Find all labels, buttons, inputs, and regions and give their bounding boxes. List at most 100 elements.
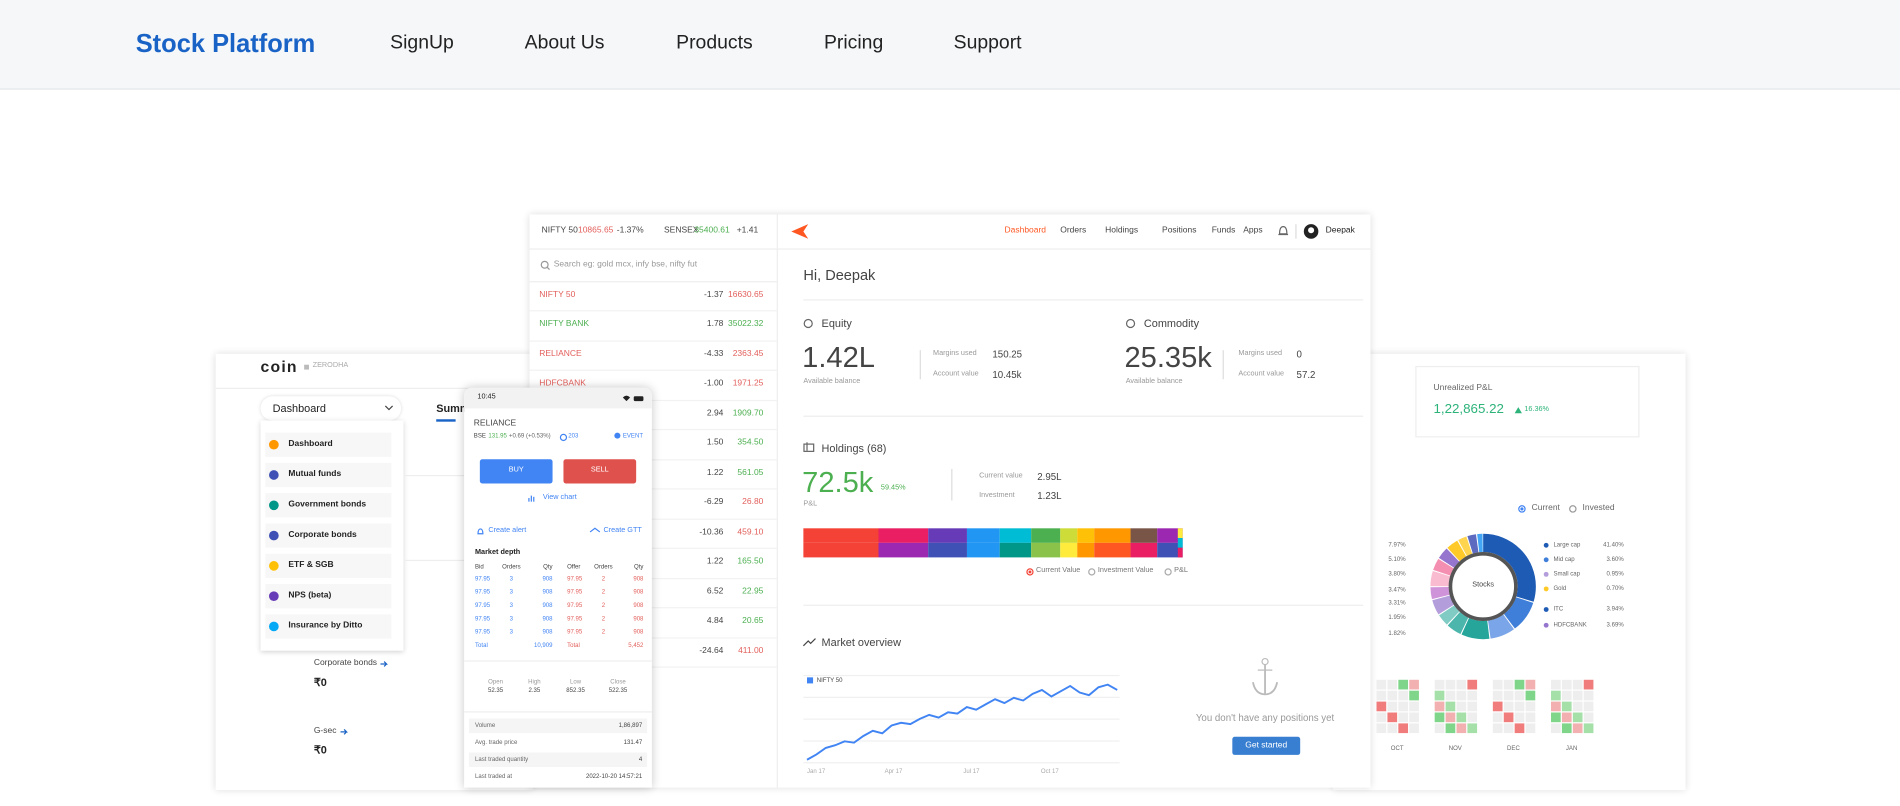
text[interactable]: Corporate bonds (288, 530, 357, 539)
text: 25.35k (1124, 341, 1212, 374)
text: Hi, Deepak (803, 266, 876, 284)
heat-cell (1445, 690, 1455, 700)
text[interactable]: Insurance by Ditto (288, 621, 363, 630)
buy-button[interactable] (479, 459, 553, 484)
menu-item[interactable] (265, 523, 392, 548)
button[interactable] (1232, 736, 1301, 755)
nav-link[interactable]: Products (676, 32, 753, 54)
menu-item[interactable] (265, 462, 392, 488)
heat-cell (1434, 712, 1444, 722)
heat-cell (1398, 679, 1408, 689)
heat-cell (1409, 690, 1419, 700)
text: 4.84 (706, 617, 724, 626)
text[interactable]: Create GTT (603, 527, 642, 535)
bell-icon (1278, 225, 1289, 236)
text: -1.00 (704, 379, 724, 389)
text[interactable]: SELL (590, 466, 609, 475)
divider (529, 607, 777, 609)
menu-item[interactable] (265, 493, 392, 518)
menu-item[interactable] (265, 614, 392, 639)
text: Account value (933, 371, 979, 379)
text[interactable]: Government bonds (288, 500, 367, 509)
legend-dot (1543, 557, 1549, 563)
text: 5,452 (628, 642, 644, 650)
divider (919, 350, 921, 380)
text: Offer (567, 563, 581, 571)
line (806, 683, 1118, 761)
text: ITC (1553, 605, 1564, 614)
divider (529, 369, 777, 371)
heat-cell (1376, 690, 1386, 700)
text[interactable]: NPS (beta) (288, 591, 332, 600)
grid-line (803, 696, 1120, 698)
menu-item[interactable]: Apps (1243, 226, 1263, 235)
text: 10.45k (992, 369, 1022, 381)
text: 3 (509, 615, 514, 623)
text: 16630.65 (728, 290, 764, 300)
text: 908 (633, 575, 644, 583)
text: +0.69 (+0.53%) (508, 432, 551, 440)
divider (529, 488, 777, 490)
text: 908 (542, 575, 553, 583)
nav-link[interactable]: SignUp (390, 32, 454, 54)
phone-panel: 10:45 RELIANCE BSE 131.95 +0.69 (+0.53%) 203 E… (464, 387, 652, 788)
text: Holdings (68) (821, 441, 887, 454)
text: Margins used (933, 350, 977, 358)
legend-swatch (807, 677, 814, 684)
text[interactable]: Current (1531, 503, 1560, 513)
text: -4.33 (704, 349, 724, 359)
nav-link[interactable]: About Us (524, 32, 605, 54)
text: BSE (473, 432, 486, 440)
text: HDFCBANK (539, 379, 586, 389)
menu-item[interactable]: Holdings (1105, 226, 1139, 235)
text: ₹0 (313, 675, 327, 688)
heat-cell (1503, 679, 1513, 689)
text: 1909.70 (732, 409, 764, 418)
text: 1.95% (1388, 614, 1406, 622)
text: -1.37% (616, 226, 644, 235)
menu-item[interactable]: Dashboard (1004, 226, 1047, 235)
text: Margins used (1238, 350, 1283, 358)
divider (529, 248, 1371, 250)
text[interactable]: Invested (1582, 503, 1615, 513)
text: 1.22 (706, 557, 724, 567)
text: 3.69% (1606, 621, 1624, 629)
menu-item[interactable] (265, 553, 392, 578)
text[interactable]: Mutual funds (288, 469, 342, 479)
menu-item[interactable]: Orders (1060, 226, 1087, 235)
text[interactable]: BUY (508, 466, 524, 475)
menu-icon (269, 530, 279, 541)
text[interactable]: Create alert (488, 527, 527, 535)
button-label[interactable]: Get started (1245, 741, 1288, 750)
menu-icon (269, 439, 279, 450)
heat-cell (1503, 723, 1513, 733)
icon (802, 638, 816, 647)
sell-button[interactable] (563, 459, 637, 484)
menu-item[interactable] (265, 432, 392, 457)
text[interactable]: Dashboard (272, 401, 326, 414)
menu-item[interactable]: Funds (1211, 226, 1236, 235)
text: 459.10 (737, 528, 764, 537)
dropdown[interactable] (260, 396, 402, 421)
brand[interactable]: Stock Platform (135, 30, 316, 59)
nav-link[interactable]: Support (953, 32, 1022, 54)
text: 3.47% (1388, 586, 1406, 594)
grid-line (803, 674, 1120, 677)
text[interactable]: ETF & SGB (288, 560, 334, 570)
menu-icon (269, 500, 279, 511)
menu-item[interactable]: Positions (1162, 226, 1197, 235)
heat-cell (1525, 690, 1535, 700)
text[interactable]: View chart (542, 494, 577, 503)
divider (1295, 224, 1297, 239)
bell-icon (477, 528, 484, 535)
text: 852.35 (566, 687, 585, 695)
text: Large cap (1553, 541, 1581, 549)
menu-item[interactable] (265, 584, 392, 609)
anchor-icon (1252, 657, 1279, 696)
text: ZERODHA (312, 362, 349, 371)
heat-cell (1387, 679, 1397, 689)
heat-cell (1434, 679, 1444, 689)
text[interactable]: Dashboard (288, 439, 333, 449)
nav-link[interactable]: Pricing (823, 32, 884, 54)
